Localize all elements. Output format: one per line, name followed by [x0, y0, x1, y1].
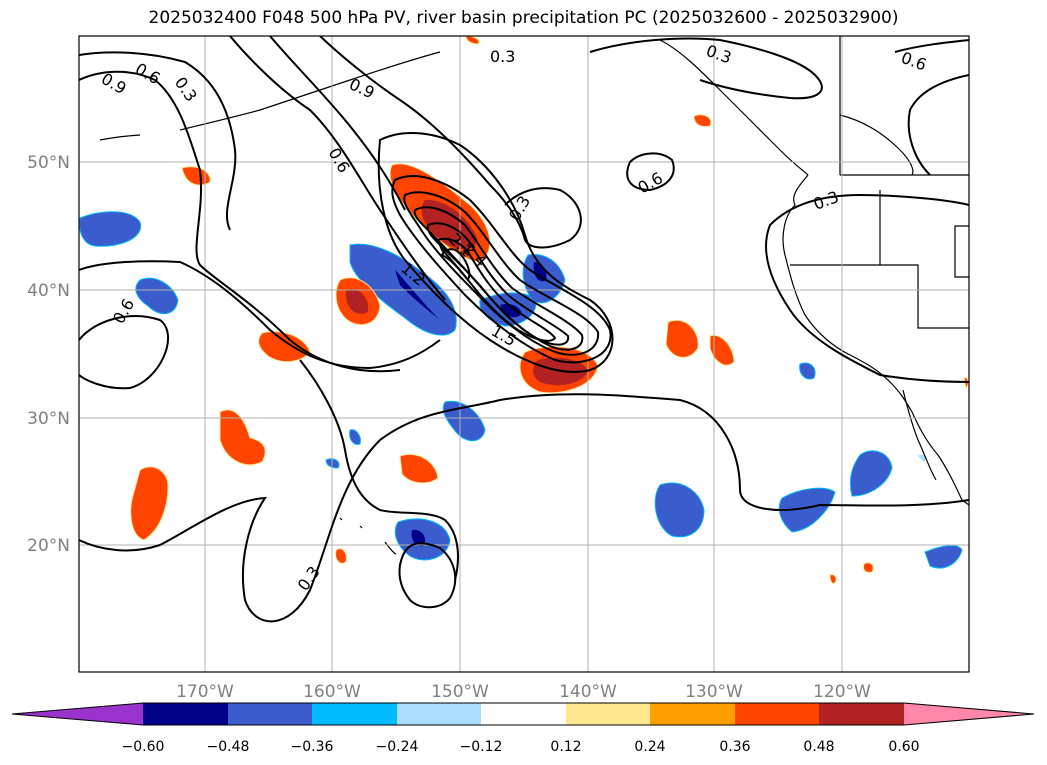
lat-tick-label: 20°N — [27, 536, 70, 556]
graticule — [79, 36, 969, 672]
pv-contour-label: 0.3 — [490, 47, 515, 66]
colorbar-extend-low — [12, 703, 143, 725]
pv-contour-label: 1.5 — [488, 321, 520, 350]
colorbar-tick-label: 0.60 — [888, 739, 919, 755]
lon-tick-label: 140°W — [559, 682, 617, 702]
pv-contour-label: 0.6 — [325, 145, 354, 177]
colorbar-tick-label: 0.36 — [719, 739, 750, 755]
colorbar-tick-label: 0.24 — [634, 739, 665, 755]
precip-pc-shading — [79, 36, 969, 585]
pv-contours — [79, 36, 969, 623]
lon-tick-label: 130°W — [685, 682, 743, 702]
lat-ticks: 50°N 40°N 30°N 20°N — [27, 153, 70, 556]
colorbar: −0.60 −0.48 −0.36 −0.24 −0.12 0.12 0.24 … — [11, 702, 1035, 755]
pv-contour-label: 0.3 — [171, 73, 201, 105]
pv-contour-label: 0.6 — [635, 168, 667, 197]
pv-contour-label: 0.3 — [294, 563, 324, 595]
colorbar-segment — [397, 703, 481, 725]
colorbar-segment — [312, 703, 397, 725]
lon-tick-label: 120°W — [813, 682, 871, 702]
colorbar-tick-label: 0.12 — [550, 739, 581, 755]
colorbar-segment — [481, 703, 566, 725]
colorbar-tick-label: −0.36 — [291, 739, 334, 755]
colorbar-tick-label: −0.24 — [376, 739, 419, 755]
pv-contour-label: 0.6 — [899, 48, 929, 75]
pv-contour-label: 0.9 — [346, 74, 377, 102]
colorbar-tick-label: 0.48 — [803, 739, 834, 755]
coastlines — [99, 36, 969, 555]
pv-contour-label: 0.3 — [704, 41, 734, 68]
pv-contour-label: 0.3 — [811, 187, 841, 214]
colorbar-segment — [143, 703, 228, 725]
map-title: 2025032400 F048 500 hPa PV, river basin … — [148, 8, 899, 28]
colorbar-segment — [566, 703, 650, 725]
lat-tick-label: 50°N — [27, 153, 70, 173]
colorbar-segment — [228, 703, 312, 725]
colorbar-segment — [735, 703, 819, 725]
colorbar-tick-label: −0.48 — [207, 739, 250, 755]
colorbar-outline — [11, 702, 1035, 726]
lat-tick-label: 40°N — [27, 281, 70, 301]
lon-tick-label: 170°W — [176, 682, 234, 702]
lon-ticks: 170°W 160°W 150°W 140°W 130°W 120°W — [176, 682, 871, 702]
map-frame — [78, 35, 970, 673]
colorbar-tick-label: −0.60 — [122, 739, 165, 755]
colorbar-extend-high — [904, 703, 1034, 725]
lat-tick-label: 30°N — [27, 409, 70, 429]
colorbar-tick-label: −0.12 — [460, 739, 503, 755]
lon-tick-label: 150°W — [431, 682, 489, 702]
pv-contour-label: 0.6 — [109, 295, 138, 327]
colorbar-segment — [650, 703, 735, 725]
colorbar-segment — [819, 703, 904, 725]
lon-tick-label: 160°W — [303, 682, 361, 702]
